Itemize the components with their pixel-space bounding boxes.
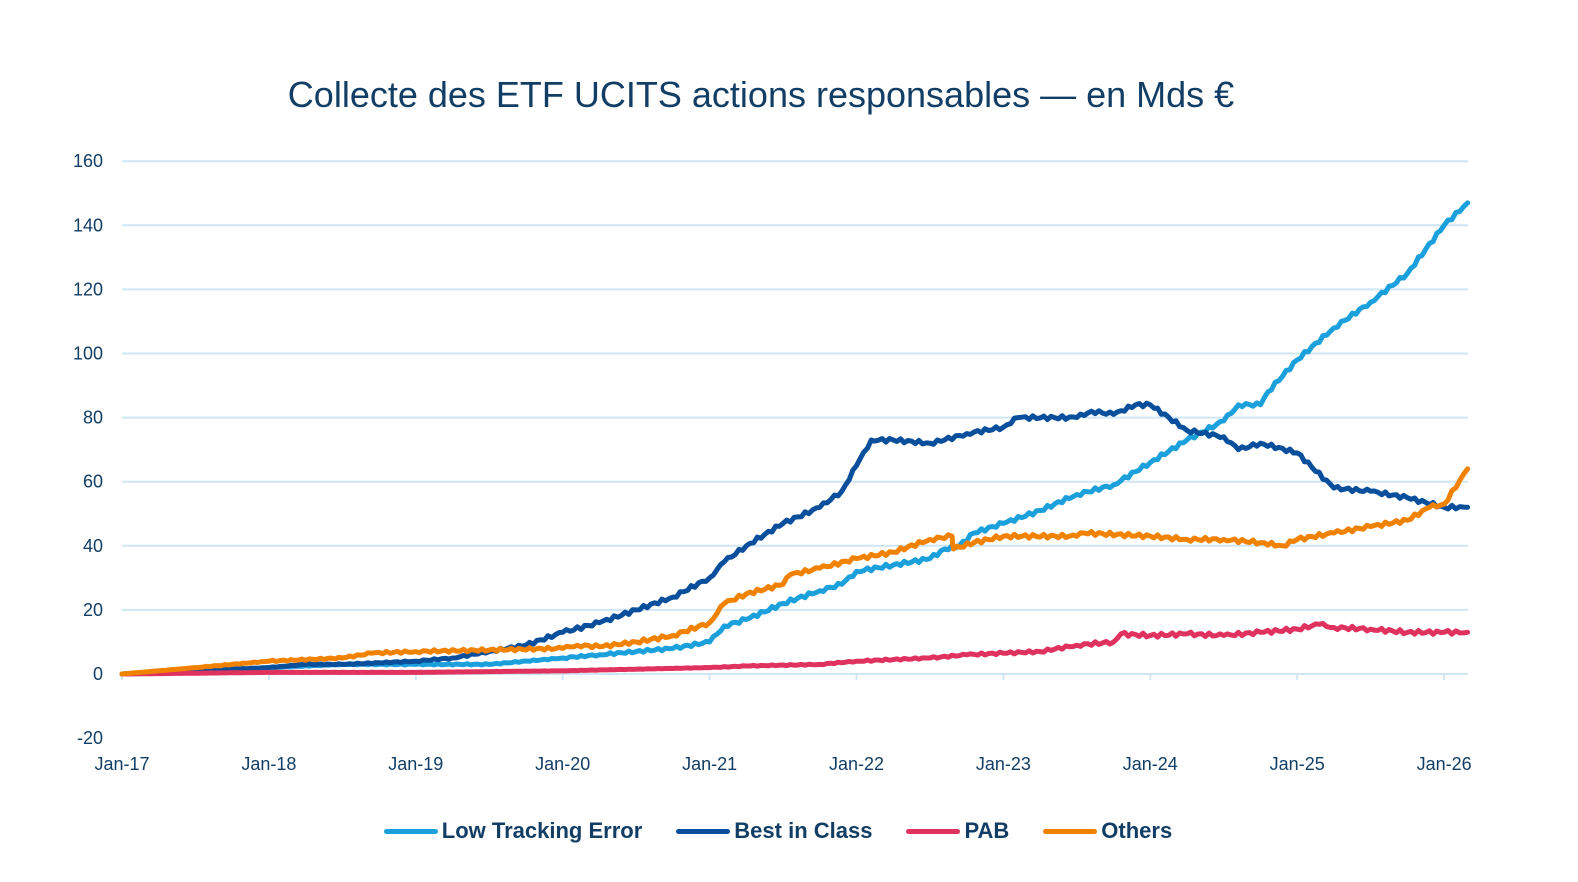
x-tick-label: Jan-21 (682, 754, 737, 774)
x-tick-label: Jan-18 (241, 754, 296, 774)
x-tick-label: Jan-20 (535, 754, 590, 774)
y-tick-label: 140 (73, 215, 103, 235)
y-tick-label: 120 (73, 279, 103, 299)
series-line-pab (119, 621, 1471, 677)
legend-swatch (1043, 828, 1098, 834)
x-tick-label: Jan-17 (94, 754, 149, 774)
legend: Low Tracking Error Best in Class PAB Others (0, 818, 1556, 844)
legend-item: Best in Class (676, 818, 872, 844)
legend-swatch (383, 828, 438, 834)
legend-label: Best in Class (734, 818, 873, 843)
y-tick-label: 60 (83, 472, 103, 492)
y-tick-label: -20 (77, 728, 103, 748)
legend-swatch (906, 828, 961, 834)
y-tick-label: 40 (83, 536, 103, 556)
y-tick-label: 20 (83, 600, 103, 620)
y-tick-label: 80 (83, 408, 103, 428)
x-tick-label: Jan-26 (1417, 754, 1472, 774)
series-line-others (119, 466, 1471, 677)
legend-label: Low Tracking Error (441, 818, 643, 843)
series-line-best-in-class (119, 400, 1471, 677)
legend-label: PAB (964, 818, 1010, 843)
series-line-low-tracking-error (119, 200, 1471, 677)
y-tick-label: 0 (93, 664, 103, 684)
x-tick-label: Jan-19 (388, 754, 443, 774)
x-tick-label: Jan-24 (1123, 754, 1178, 774)
legend-item: PAB (906, 818, 1009, 844)
x-tick-label: Jan-22 (829, 754, 884, 774)
x-tick-label: Jan-23 (976, 754, 1031, 774)
legend-label: Others (1101, 818, 1173, 843)
y-tick-label: 160 (73, 151, 103, 171)
y-tick-label: 100 (73, 344, 103, 364)
legend-item: Others (1043, 818, 1172, 844)
legend-item: Low Tracking Error (383, 818, 643, 844)
legend-swatch (676, 828, 731, 834)
x-tick-label: Jan-25 (1270, 754, 1325, 774)
chart-title: Collecte des ETF UCITS actions responsab… (287, 74, 1235, 115)
